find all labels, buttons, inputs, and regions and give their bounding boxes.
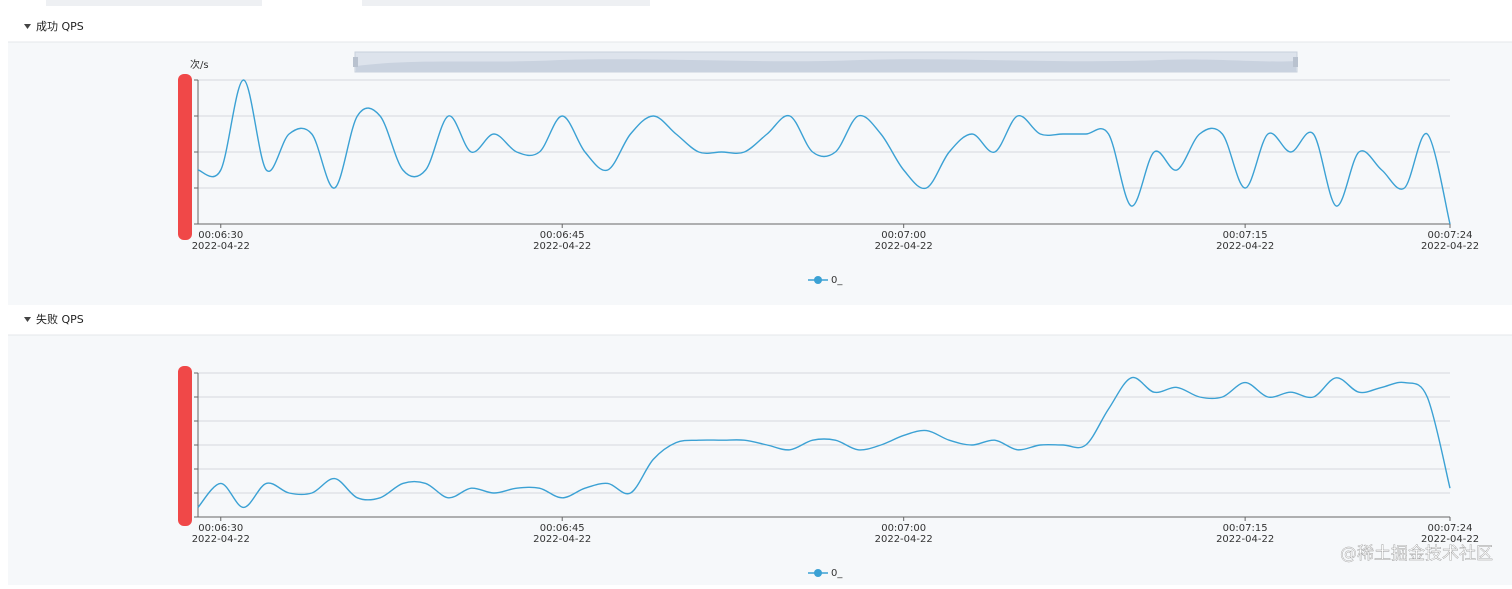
x-tick-label: 00:07:15 [1223, 230, 1268, 241]
legend-label: 0_ [831, 568, 843, 579]
legend-label: 0_ [831, 275, 843, 286]
x-tick-label: 2022-04-22 [1421, 534, 1479, 545]
x-tick-label: 2022-04-22 [1421, 241, 1479, 252]
legend-marker [814, 276, 822, 284]
x-tick-label: 2022-04-22 [192, 241, 250, 252]
slider-handle[interactable] [1293, 57, 1298, 67]
collapse-icon[interactable] [24, 317, 31, 322]
panel [8, 42, 1512, 305]
redaction [178, 74, 192, 240]
redaction [178, 366, 192, 526]
charts: 00:06:302022-04-2200:06:452022-04-2200:0… [192, 79, 1479, 579]
x-tick-label: 2022-04-22 [192, 534, 250, 545]
series-line [197, 376, 1451, 509]
slider-handle[interactable] [353, 57, 358, 67]
series-line [197, 79, 1451, 225]
x-tick-label: 00:07:15 [1223, 523, 1268, 534]
watermark: @稀土掘金技术社区 [1340, 544, 1493, 564]
x-tick-label: 2022-04-22 [1216, 241, 1274, 252]
section-title[interactable]: 失败 QPS [36, 312, 84, 326]
section-title[interactable]: 成功 QPS [36, 20, 84, 33]
panel [8, 335, 1512, 585]
x-tick-label: 00:06:30 [198, 523, 243, 534]
legend-marker [814, 569, 822, 577]
filter-input[interactable] [362, 0, 650, 6]
x-tick-label: 2022-04-22 [1216, 534, 1274, 545]
x-tick-label: 00:07:24 [1428, 230, 1473, 241]
y-axis-label: 次/s [190, 58, 209, 71]
x-tick-label: 2022-04-22 [533, 534, 591, 545]
filter-input[interactable] [46, 0, 262, 6]
x-tick-label: 2022-04-22 [875, 534, 933, 545]
x-tick-label: 00:07:24 [1428, 523, 1473, 534]
slider-preview [356, 59, 1296, 72]
x-tick-label: 00:06:30 [198, 230, 243, 241]
x-tick-label: 00:06:45 [540, 230, 585, 241]
collapse-icon[interactable] [24, 24, 31, 29]
x-tick-label: 2022-04-22 [875, 241, 933, 252]
x-tick-label: 00:07:00 [881, 523, 926, 534]
x-tick-label: 00:07:00 [881, 230, 926, 241]
x-tick-label: 00:06:45 [540, 523, 585, 534]
x-tick-label: 2022-04-22 [533, 241, 591, 252]
